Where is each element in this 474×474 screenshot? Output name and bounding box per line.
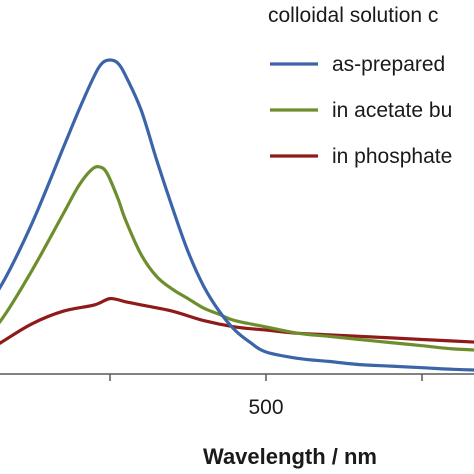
series-line-as-prepared [0, 58, 474, 372]
x-axis: 500 [0, 373, 474, 419]
legend-label-as-prepared: as-prepared [332, 53, 445, 76]
plot-area [0, 58, 474, 372]
x-axis-title: Wavelength / nm [203, 444, 377, 469]
legend-title: colloidal solution c [268, 4, 438, 27]
legend-label-phosphate: in phosphate [332, 145, 452, 168]
legend-label-acetate: in acetate bu [332, 99, 452, 122]
series-line-acetate [0, 164, 474, 352]
legend: colloidal solution c as-prepared in aceta… [268, 4, 452, 168]
x-tick-label: 500 [248, 396, 283, 419]
series-line-phosphate [0, 296, 474, 345]
